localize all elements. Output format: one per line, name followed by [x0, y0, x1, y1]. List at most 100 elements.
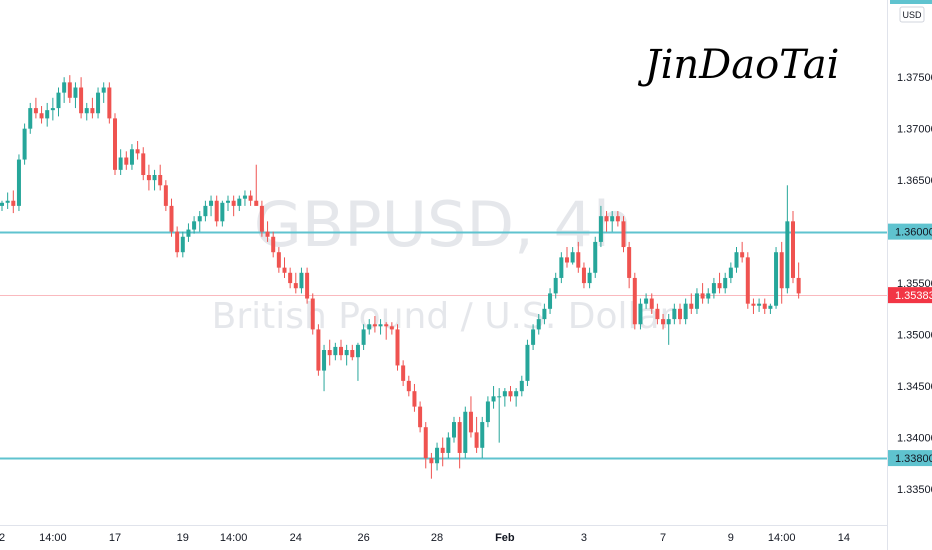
candle[interactable] [327, 339, 332, 366]
candle[interactable] [389, 322, 394, 335]
candle[interactable] [796, 262, 801, 299]
candle[interactable] [209, 195, 214, 217]
candle[interactable] [45, 102, 50, 127]
candle[interactable] [124, 151, 129, 170]
candle[interactable] [740, 241, 745, 263]
candle[interactable] [502, 388, 507, 407]
candle[interactable] [757, 298, 762, 312]
candle[interactable] [548, 288, 553, 314]
candle[interactable] [723, 272, 728, 294]
candle[interactable] [237, 195, 242, 212]
candle[interactable] [418, 401, 423, 433]
candle[interactable] [220, 200, 225, 227]
candle[interactable] [242, 190, 247, 206]
candle[interactable] [276, 247, 281, 273]
candle[interactable] [598, 205, 603, 248]
candle[interactable] [565, 247, 569, 268]
candle[interactable] [485, 396, 490, 428]
candle[interactable] [581, 262, 586, 289]
candle[interactable] [282, 257, 287, 278]
candle[interactable] [423, 422, 428, 469]
candle[interactable] [271, 231, 276, 258]
candle[interactable] [395, 324, 400, 371]
candle[interactable] [429, 452, 434, 479]
candle[interactable] [158, 164, 163, 191]
candle[interactable] [288, 267, 293, 289]
candle[interactable] [62, 77, 67, 103]
candle[interactable] [412, 383, 417, 412]
candle[interactable] [531, 324, 536, 350]
candle[interactable] [615, 211, 620, 227]
candle[interactable] [785, 185, 790, 294]
candle[interactable] [293, 272, 298, 294]
candle[interactable] [768, 303, 773, 314]
candle[interactable] [299, 267, 304, 294]
candle[interactable] [689, 293, 694, 314]
candle[interactable] [259, 200, 264, 237]
candle[interactable] [627, 241, 632, 289]
candle[interactable] [672, 303, 677, 325]
candle[interactable] [474, 416, 479, 453]
candle[interactable] [367, 319, 372, 335]
candle[interactable] [553, 272, 558, 299]
candle[interactable] [519, 375, 524, 397]
candle[interactable] [779, 241, 784, 304]
candle[interactable] [67, 75, 72, 103]
candle[interactable] [559, 252, 564, 284]
candle[interactable] [666, 313, 671, 345]
candle[interactable] [84, 102, 89, 121]
candle[interactable] [497, 388, 502, 443]
candle[interactable] [203, 200, 208, 222]
candle[interactable] [141, 147, 146, 181]
candle[interactable] [570, 247, 575, 265]
currency-box[interactable] [899, 6, 925, 23]
candle[interactable] [683, 298, 688, 325]
candle[interactable] [339, 339, 343, 361]
candle[interactable] [587, 267, 592, 289]
candle[interactable] [525, 339, 530, 387]
candle[interactable] [50, 97, 55, 121]
candle[interactable] [463, 406, 468, 459]
candle[interactable] [16, 154, 21, 212]
candle[interactable] [446, 432, 451, 459]
candle[interactable] [644, 293, 649, 309]
candle[interactable] [118, 149, 123, 175]
candle[interactable] [197, 211, 202, 232]
candle[interactable] [192, 216, 197, 234]
candle[interactable] [39, 106, 44, 124]
candle[interactable] [440, 437, 445, 467]
candle[interactable] [694, 288, 699, 314]
candle[interactable] [762, 298, 767, 314]
candle[interactable] [350, 344, 355, 361]
candle[interactable] [638, 298, 643, 330]
candle[interactable] [514, 388, 519, 407]
candle[interactable] [700, 283, 705, 304]
candle[interactable] [355, 342, 360, 381]
candle[interactable] [11, 190, 16, 214]
candle[interactable] [322, 344, 327, 392]
candle[interactable] [468, 396, 473, 438]
candle[interactable] [248, 190, 253, 206]
candle[interactable] [661, 313, 666, 330]
candle[interactable] [406, 375, 411, 397]
candle[interactable] [491, 386, 496, 409]
candle[interactable] [254, 164, 259, 206]
candle[interactable] [214, 195, 219, 227]
candle[interactable] [73, 82, 78, 109]
candle[interactable] [378, 319, 383, 335]
candle[interactable] [610, 211, 615, 232]
candle[interactable] [751, 298, 756, 314]
candle[interactable] [361, 324, 366, 350]
candle[interactable] [480, 416, 485, 459]
candle[interactable] [169, 198, 174, 237]
candle[interactable] [33, 97, 38, 119]
candle[interactable] [745, 252, 750, 309]
candle[interactable] [135, 141, 140, 160]
candle[interactable] [310, 293, 315, 335]
candle[interactable] [101, 82, 106, 103]
candle[interactable] [706, 288, 711, 304]
candle[interactable] [186, 223, 191, 242]
candle[interactable] [632, 272, 637, 330]
candle[interactable] [508, 386, 513, 402]
candle[interactable] [774, 247, 779, 309]
